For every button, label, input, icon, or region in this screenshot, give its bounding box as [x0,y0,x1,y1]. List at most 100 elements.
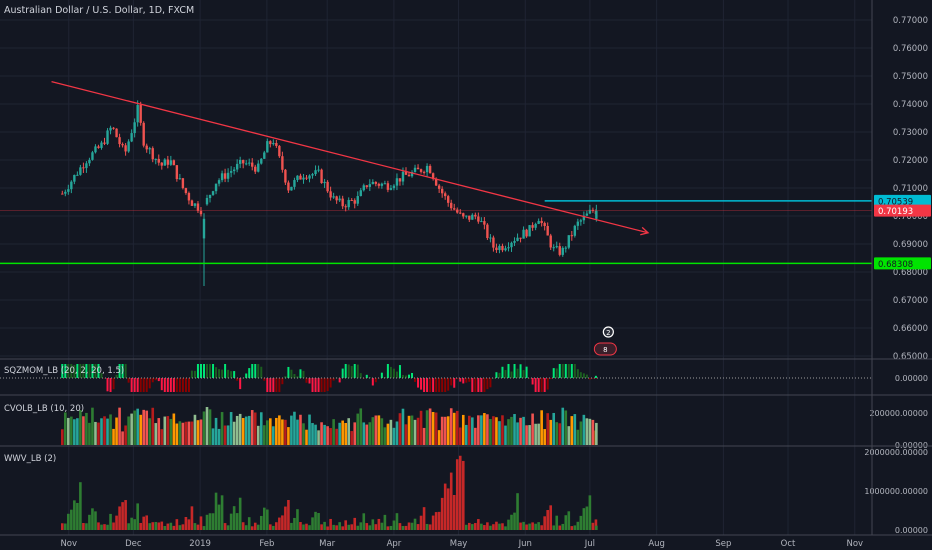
candle-body[interactable] [229,171,233,173]
candle-body[interactable] [471,214,474,220]
candle-body[interactable] [290,186,293,191]
candle-body[interactable] [489,237,492,239]
candle-body[interactable] [184,188,188,194]
candle-body[interactable] [365,185,368,187]
candle-body[interactable] [272,143,275,145]
candle-body[interactable] [422,171,426,173]
candle-body[interactable] [97,146,100,148]
candle-body[interactable] [456,209,459,213]
price-pane[interactable] [0,80,872,286]
candle-body[interactable] [67,189,70,192]
candle-body[interactable] [480,221,483,223]
candle-body[interactable] [582,215,586,221]
candle-body[interactable] [495,247,498,251]
candle-body[interactable] [498,245,501,251]
candle-body[interactable] [64,191,67,194]
candle-body[interactable] [178,178,182,180]
candle-body[interactable] [73,174,76,182]
candle-body[interactable] [434,178,438,186]
candle-body[interactable] [275,143,278,146]
candle-body[interactable] [329,191,332,198]
candle-body[interactable] [169,160,173,165]
candle-body[interactable] [76,174,79,176]
candle-body[interactable] [266,141,269,153]
candle-body[interactable] [148,148,151,150]
candle-body[interactable] [564,247,567,249]
candle-body[interactable] [127,141,130,152]
candle-body[interactable] [588,209,592,214]
candle-body[interactable] [540,220,543,224]
candle-body[interactable] [534,223,537,228]
candle-body[interactable] [561,247,564,255]
candle-body[interactable] [552,247,555,249]
candle-body[interactable] [302,177,305,180]
candle-body[interactable] [462,213,465,217]
candle-body[interactable] [525,229,528,237]
candle-body[interactable] [193,203,197,206]
candle-body[interactable] [549,235,552,248]
candle-body[interactable] [139,105,142,123]
candle-body[interactable] [85,163,88,169]
candle-body[interactable] [88,159,91,164]
candle-body[interactable] [251,162,254,167]
candle-body[interactable] [91,152,94,160]
candle-body[interactable] [257,163,260,172]
candle-body[interactable] [428,165,432,174]
candle-body[interactable] [100,142,103,148]
candle-body[interactable] [546,225,549,236]
candle-body[interactable] [317,169,320,171]
candle-body[interactable] [308,175,311,179]
candle-body[interactable] [483,221,486,225]
candle-body[interactable] [362,185,365,191]
candle-body[interactable] [383,183,387,185]
candle-body[interactable] [386,183,390,190]
candle-body[interactable] [175,165,179,180]
candle-body[interactable] [181,178,185,189]
wwv-pane[interactable]: 2000000.00000 1000000.00000 0.00000 [60,448,928,535]
candle-body[interactable] [459,212,462,214]
candle-body[interactable] [142,122,145,146]
candle-body[interactable] [576,221,580,226]
candle-body[interactable] [465,215,468,217]
candle-body[interactable] [492,237,495,248]
candle-body[interactable] [172,160,176,166]
candle-body[interactable] [154,158,157,160]
candle-body[interactable] [190,200,194,206]
candle-body[interactable] [531,225,534,228]
candle-body[interactable] [238,159,242,164]
candle-body[interactable] [446,196,450,203]
candle-body[interactable] [323,181,326,184]
candle-body[interactable] [453,208,456,210]
candle-body[interactable] [443,193,447,197]
candle-body[interactable] [241,159,245,164]
candle-body[interactable] [507,247,510,249]
candle-body[interactable] [416,167,420,170]
candle-body[interactable] [335,196,338,201]
candle-body[interactable] [287,182,290,191]
candle-body[interactable] [347,200,350,208]
candle-body[interactable] [293,180,296,187]
candle-body[interactable] [199,210,203,215]
candle-body[interactable] [118,137,121,145]
candle-body[interactable] [389,188,393,190]
candle-body[interactable] [537,220,540,224]
candle-body[interactable] [353,200,356,204]
candle-body[interactable] [82,167,85,169]
candle-body[interactable] [103,142,106,144]
candle-body[interactable] [248,162,251,164]
candle-body[interactable] [217,180,221,184]
candle-body[interactable] [341,198,344,207]
candle-body[interactable] [413,167,417,173]
candle-body[interactable] [368,184,372,187]
sqzmom-pane[interactable]: 0.00000 [0,364,928,392]
candle-body[interactable] [516,237,519,241]
candle-body[interactable] [477,216,480,222]
candle-body[interactable] [468,215,471,220]
candle-body[interactable] [211,191,215,195]
candle-body[interactable] [344,206,347,208]
candle-body[interactable] [567,235,570,248]
candle-body[interactable] [106,130,109,144]
candle-body[interactable] [163,159,167,166]
candle-body[interactable] [398,178,402,182]
